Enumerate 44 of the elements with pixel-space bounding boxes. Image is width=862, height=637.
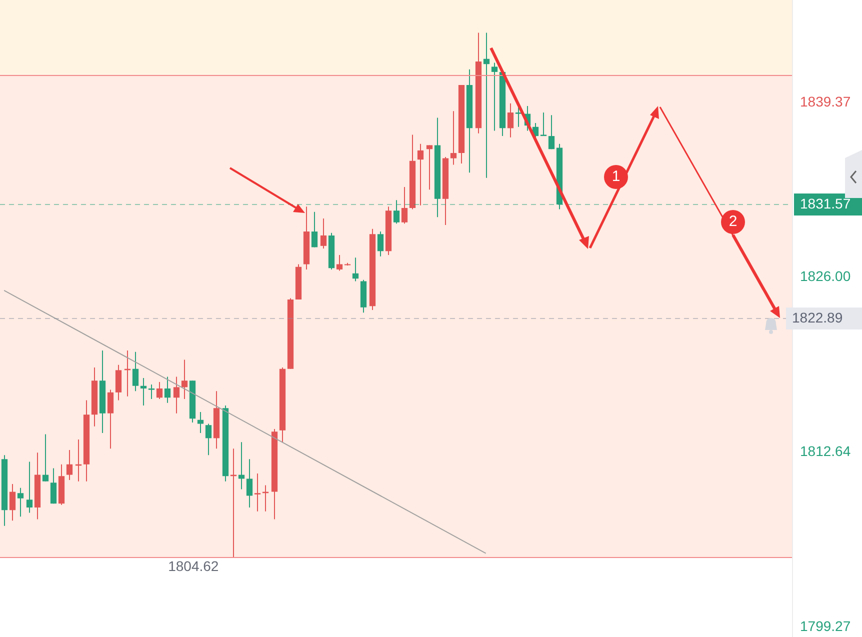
candlestick xyxy=(197,412,204,434)
candlestick xyxy=(107,389,114,450)
candlestick xyxy=(540,112,547,137)
y-tick-label: 1812.64 xyxy=(800,442,851,459)
candlestick xyxy=(173,376,180,414)
candlestick xyxy=(205,423,212,456)
candlestick xyxy=(336,254,343,272)
candlestick xyxy=(426,144,433,190)
candlestick xyxy=(548,114,555,150)
candlestick xyxy=(148,384,155,400)
candlestick xyxy=(401,186,408,224)
candlestick xyxy=(246,458,253,508)
candlestick xyxy=(9,483,16,522)
candlestick xyxy=(491,62,498,132)
candlestick xyxy=(311,211,318,248)
candlestick xyxy=(156,381,163,400)
candlestick xyxy=(507,102,514,138)
candlestick xyxy=(515,105,522,128)
candlestick xyxy=(393,200,400,224)
candlestick xyxy=(181,359,188,400)
candlestick xyxy=(66,449,73,481)
annotation: 1 xyxy=(604,165,628,189)
candlestick xyxy=(320,218,327,250)
candlestick xyxy=(140,378,147,406)
y-tick-label: 1839.37 xyxy=(800,93,851,110)
annotation: 2 xyxy=(721,210,745,234)
ref-line-label: 1822.89 xyxy=(792,309,843,326)
y-tick-label: 1826.00 xyxy=(800,268,851,284)
candlestick xyxy=(483,32,490,178)
candlestick xyxy=(42,434,49,482)
candlestick xyxy=(417,143,424,206)
y-tick-label: 1799.27 xyxy=(800,618,851,634)
candlestick xyxy=(115,364,122,401)
candlestick xyxy=(132,351,139,392)
ref-line-label: 1831.57 xyxy=(800,195,851,212)
candlestick xyxy=(377,231,384,257)
candlestick xyxy=(450,110,457,166)
candlestick xyxy=(17,487,24,518)
candlestick xyxy=(50,468,57,504)
candlestick xyxy=(254,473,261,512)
annotation: 1804.62 xyxy=(168,558,219,574)
candlestick xyxy=(26,461,33,514)
candlestick xyxy=(164,376,171,404)
candlestick xyxy=(352,257,359,282)
